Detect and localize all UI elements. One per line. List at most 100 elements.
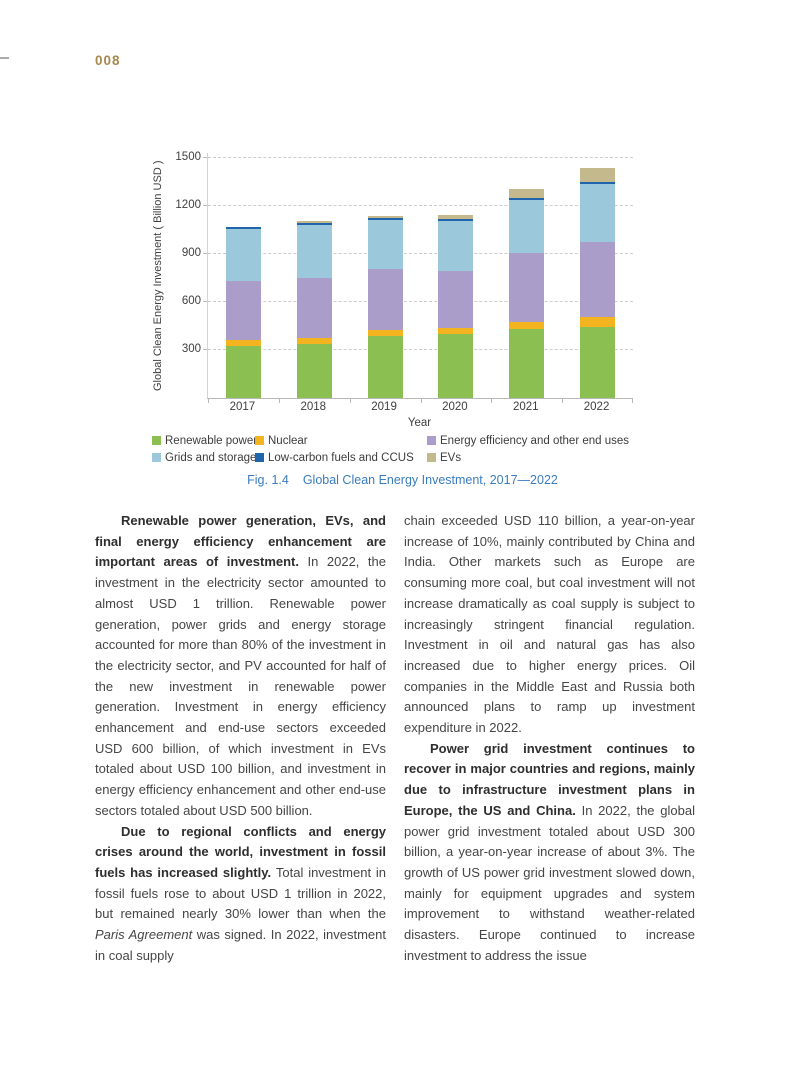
- legend-item-energy-efficiency-and-other-end-uses: Energy efficiency and other end uses: [427, 435, 629, 447]
- y-tick-label-1500: 1500: [175, 150, 201, 163]
- gridline-600: [208, 300, 633, 302]
- x-tickmark: [421, 399, 422, 403]
- bar-2022-segment-renewable-power: [580, 326, 616, 398]
- figure-1-4: Global Clean Energy Investment ( Billion…: [150, 143, 655, 493]
- text-run: was signed. In 2022, investment in coal …: [95, 927, 386, 963]
- paragraph: Due to regional conflicts and energy cri…: [95, 822, 386, 967]
- legend-label: Nuclear: [268, 435, 308, 447]
- y-tick-label-1200: 1200: [175, 198, 201, 211]
- page-number: 008: [95, 53, 121, 68]
- bar-2017-segment-low-carbon-fuels-and-ccus: [225, 227, 261, 230]
- legend-label: Grids and storage: [165, 452, 257, 464]
- bar-2018-segment-nuclear: [296, 337, 332, 344]
- legend-item-evs: EVs: [427, 452, 629, 464]
- y-tick-label-900: 900: [181, 246, 201, 259]
- bar-2021-segment-energy-efficiency-and-other-end-uses: [509, 253, 545, 323]
- paragraph: Renewable power generation, EVs, and fin…: [95, 511, 386, 822]
- x-tick-label-2018: 2018: [300, 401, 327, 413]
- bar-2018-segment-low-carbon-fuels-and-ccus: [296, 222, 332, 225]
- legend-label: Low-carbon fuels and CCUS: [268, 452, 414, 464]
- bar-2020-segment-energy-efficiency-and-other-end-uses: [438, 270, 474, 328]
- bold-text-run: Renewable power generation, EVs, and fin…: [95, 513, 386, 570]
- legend-item-renewable-power: Renewable power: [152, 435, 258, 447]
- legend-swatch-icon: [152, 436, 161, 445]
- bar-2021-segment-nuclear: [509, 322, 545, 330]
- text-run: Total investment in fossil fuels rose to…: [95, 864, 386, 922]
- bar-2022-segment-low-carbon-fuels-and-ccus: [580, 181, 616, 185]
- x-tickmark: [208, 399, 209, 403]
- bar-2019-segment-grids-and-storage: [367, 219, 403, 270]
- bar-2022-segment-grids-and-storage: [580, 184, 616, 242]
- paragraph: chain exceeded USD 110 billion, a year-o…: [404, 511, 695, 739]
- figure-caption-title: Global Clean Energy Investment, 2017—202…: [302, 473, 558, 487]
- x-tick-label-2019: 2019: [371, 401, 397, 413]
- x-tick-label-2020: 2020: [442, 401, 468, 413]
- y-tickmark-600: [203, 300, 207, 302]
- bold-text-run: Power grid investment continues to recov…: [404, 740, 695, 818]
- legend-label: Energy efficiency and other end uses: [440, 435, 630, 447]
- bar-2020-segment-nuclear: [438, 327, 474, 334]
- bar-2017-segment-grids-and-storage: [225, 229, 261, 281]
- bar-2021-segment-renewable-power: [509, 329, 545, 398]
- chart-x-axis-label: Year: [407, 417, 432, 429]
- bar-2017: [225, 226, 261, 398]
- chart-legend: Renewable power Nuclear Energy efficiency …: [152, 435, 629, 464]
- text-run: In 2022, the investment in the electrici…: [95, 554, 386, 818]
- x-tickmark: [279, 399, 280, 403]
- bar-2018-segment-grids-and-storage: [296, 224, 332, 278]
- figure-caption-label: Fig. 1.4: [247, 473, 289, 487]
- bar-2020: [438, 214, 474, 398]
- legend-item-low-carbon-fuels-and-ccus: Low-carbon fuels and CCUS: [255, 452, 427, 464]
- figure-caption: Fig. 1.4 Global Clean Energy Investment, …: [150, 473, 655, 487]
- legend-label: Renewable power: [165, 435, 258, 447]
- bar-2022-segment-evs: [580, 168, 616, 182]
- gridline-1500: [208, 156, 633, 158]
- bar-2020-segment-grids-and-storage: [438, 221, 474, 271]
- x-tick-label-2021: 2021: [512, 401, 539, 413]
- bar-2022-segment-nuclear: [580, 317, 616, 327]
- x-tickmark: [562, 399, 563, 403]
- text-run: In 2022, the global power grid investmen…: [404, 802, 695, 963]
- page-edge-mark: [0, 57, 9, 59]
- bar-2017-segment-renewable-power: [225, 346, 261, 398]
- bar-2019-segment-nuclear: [367, 330, 403, 337]
- bar-2017-segment-energy-efficiency-and-other-end-uses: [225, 280, 261, 341]
- bar-2018-segment-renewable-power: [296, 343, 332, 398]
- bold-text-run: Due to regional conflicts and energy cri…: [95, 823, 386, 880]
- legend-item-nuclear: Nuclear: [255, 435, 427, 447]
- y-tick-label-300: 300: [181, 342, 201, 355]
- legend-swatch-icon: [255, 436, 264, 445]
- bar-2019-segment-energy-efficiency-and-other-end-uses: [367, 269, 403, 330]
- gridline-900: [208, 252, 633, 254]
- x-tick-label-2017: 2017: [229, 401, 256, 413]
- y-tick-label-600: 600: [181, 294, 201, 307]
- bar-2018: [296, 221, 332, 398]
- chart-x-axis-ticks: 2017 2018 2019 2020 2021 2022: [207, 401, 632, 415]
- bar-2020-segment-low-carbon-fuels-and-ccus: [438, 218, 474, 222]
- bar-2021: [509, 189, 545, 398]
- italic-text-run: Paris Agreement: [95, 927, 193, 943]
- bar-2019-segment-evs: [367, 215, 403, 218]
- bar-2021-segment-grids-and-storage: [509, 200, 545, 254]
- legend-swatch-icon: [427, 453, 436, 462]
- body-column-right: chain exceeded USD 110 billion, a year-o…: [404, 511, 695, 966]
- bar-2021-segment-low-carbon-fuels-and-ccus: [509, 198, 545, 201]
- x-tickmark: [632, 399, 633, 403]
- bar-2019-segment-low-carbon-fuels-and-ccus: [367, 217, 403, 220]
- y-tickmark-1200: [203, 204, 207, 206]
- legend-swatch-icon: [152, 453, 161, 462]
- chart-plot-area: [203, 153, 633, 403]
- bar-2018-segment-energy-efficiency-and-other-end-uses: [296, 277, 332, 338]
- bar-2019: [367, 215, 403, 398]
- gridline-300: [208, 349, 633, 350]
- bar-2018-segment-evs: [296, 221, 332, 223]
- paragraph: Power grid investment continues to recov…: [404, 739, 695, 967]
- bar-2020-segment-evs: [438, 214, 474, 219]
- bar-2017-segment-nuclear: [225, 340, 261, 347]
- text-run: chain exceeded USD 110 billion, a year-o…: [404, 513, 695, 736]
- y-tickmark-1500: [203, 156, 207, 158]
- y-tickmark-900: [203, 252, 207, 254]
- legend-swatch-icon: [255, 453, 264, 462]
- x-tickmark: [350, 399, 351, 403]
- legend-swatch-icon: [427, 436, 436, 445]
